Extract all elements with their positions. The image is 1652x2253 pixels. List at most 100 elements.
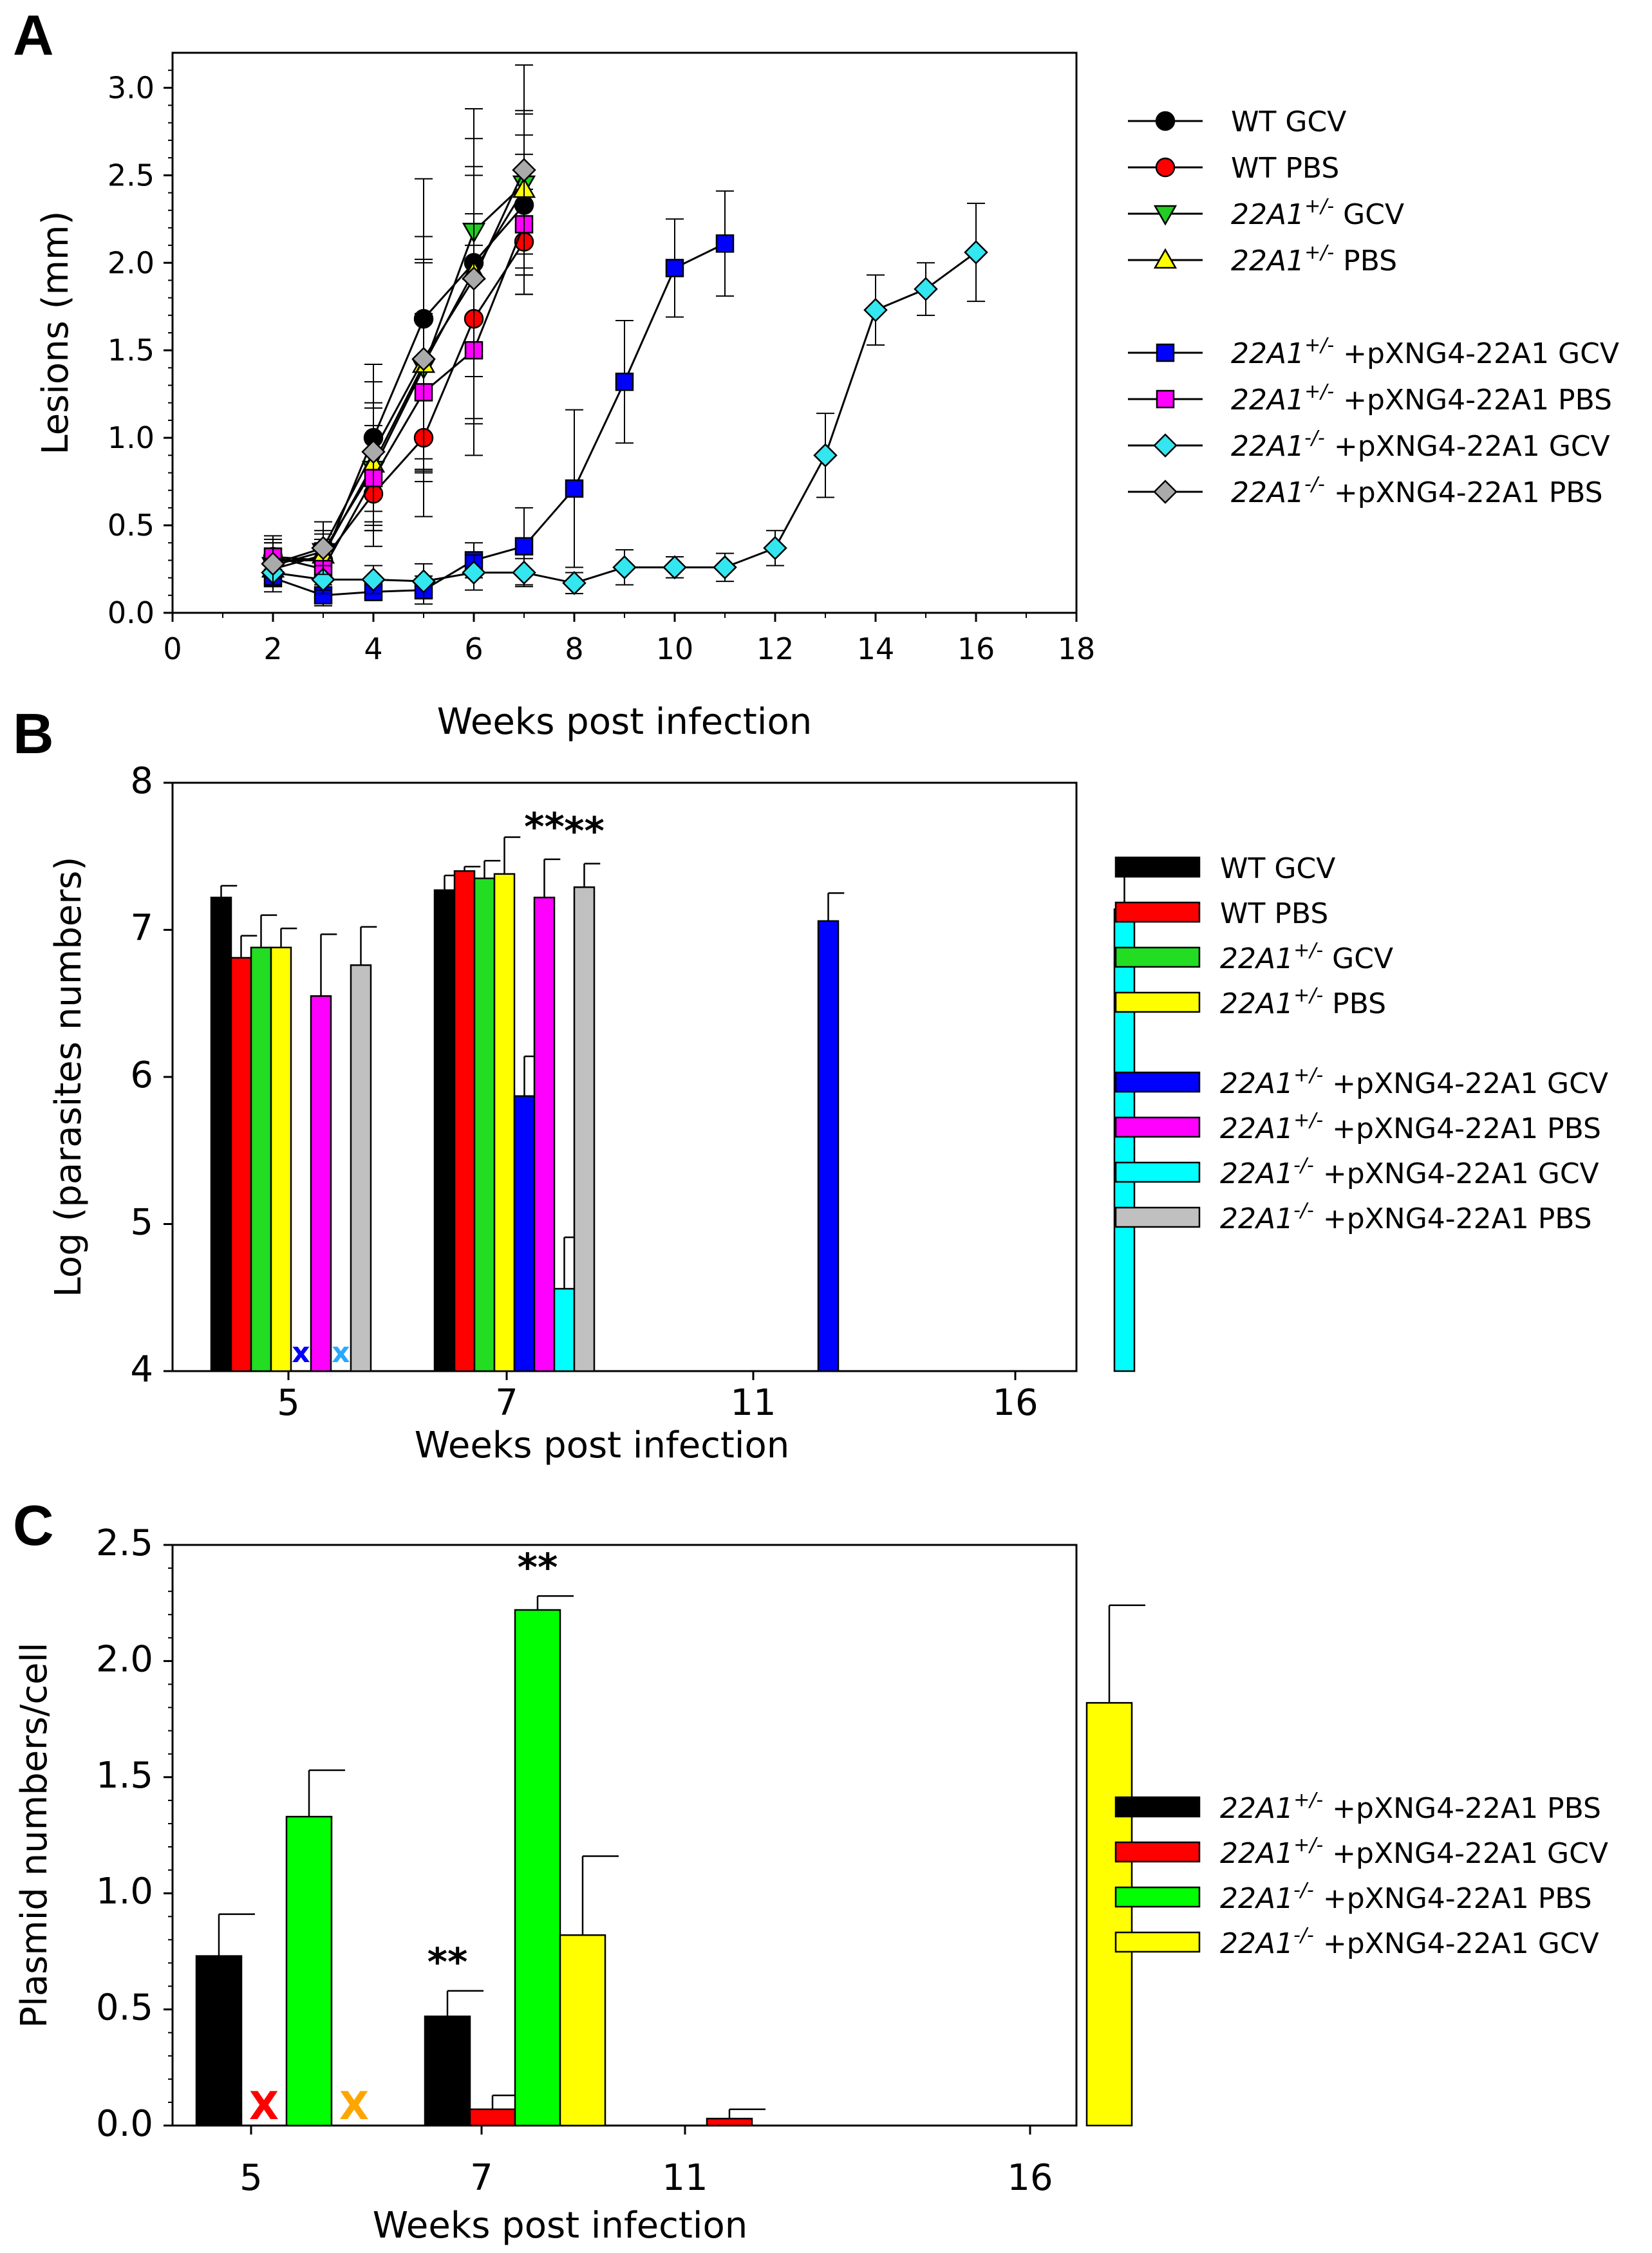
y-axis-title: Log (parasites numbers) <box>48 857 89 1298</box>
data-point-ko_pxng_pbs <box>462 266 486 291</box>
legend-swatch <box>1114 1071 1201 1093</box>
legend-gene-name: 22A1 <box>1231 476 1304 509</box>
legend-genotype-superscript: +/- <box>1293 1064 1323 1087</box>
bar-het_pbs <box>270 946 292 1372</box>
series-het_pbs <box>270 836 521 1372</box>
legend-genotype-superscript: +/- <box>1304 380 1334 403</box>
y-tick-label: 1.0 <box>108 420 155 455</box>
legend-treatment: PBS <box>1323 987 1386 1020</box>
x-category-label: 11 <box>730 1382 776 1424</box>
legend-item-ko_pxng_gcv: 22A1-/- +pXNG4-22A1 GCV <box>1114 1924 1599 1960</box>
series-line-het_pxng_gcv <box>272 242 726 597</box>
legend-item-het_pxng_gcv: 22A1+/- +pXNG4-22A1 GCV <box>1114 1064 1608 1100</box>
bar-het_pxng_gcv <box>469 2108 516 2127</box>
legend-item-het_pxng_gcv: 22A1+/- +pXNG4-22A1 GCV <box>1114 1834 1608 1870</box>
bar-het_pxng_pbs <box>310 995 332 1372</box>
legend-swatch <box>1114 1116 1201 1138</box>
significance-marker: ** <box>518 1545 558 1590</box>
legend-gene-name: 22A1 <box>1231 430 1304 463</box>
y-tick-label: 5 <box>130 1202 153 1244</box>
legend-gene-name: 22A1 <box>1220 1882 1293 1915</box>
significance-marker: ** <box>427 1940 468 1985</box>
bar-het_pbs <box>493 873 516 1372</box>
legend-genotype-superscript: -/- <box>1293 1879 1314 1902</box>
legend-gene-name: 22A1 <box>1220 1792 1293 1825</box>
legend-genotype-superscript: +/- <box>1304 334 1334 357</box>
legend-item-wt_gcv: WT GCV <box>1114 852 1335 885</box>
legend-label: 22A1+/- PBS <box>1220 984 1386 1020</box>
panel-label-b: B <box>13 702 54 765</box>
data-point-het_pxng_gcv <box>715 234 735 253</box>
y-axis-title: Lesions (mm) <box>35 211 77 455</box>
data-point-ko_pxng_gcv <box>512 560 536 585</box>
legend-swatch <box>1114 946 1201 968</box>
x-tick-label: 10 <box>656 631 694 666</box>
legend-gene-name: 22A1 <box>1231 384 1304 416</box>
legend-marker <box>1153 205 1178 226</box>
legend-gene-name: 22A1 <box>1220 987 1293 1020</box>
series-ko_pxng_pbs <box>261 64 536 586</box>
y-tick-label: 0.0 <box>96 2103 153 2145</box>
legend-item-ko_pxng_pbs: 22A1-/- +pXNG4-22A1 PBS <box>1114 1879 1592 1915</box>
x-tick-label: 8 <box>565 631 583 666</box>
legend-treatment: GCV <box>1334 198 1404 231</box>
legend-genotype-superscript: -/- <box>1293 1199 1314 1222</box>
legend-treatment: +pXNG4-22A1 PBS <box>1323 1792 1601 1825</box>
x-tick-label: 0 <box>163 631 182 666</box>
legend-genotype-superscript: +/- <box>1293 939 1323 962</box>
legend-treatment: WT PBS <box>1231 152 1339 185</box>
legend-treatment: WT GCV <box>1220 852 1335 885</box>
x-axis-title: Weeks post infection <box>373 2205 747 2247</box>
panel-label-c: C <box>13 1493 54 1557</box>
legend-swatch <box>1114 1161 1201 1183</box>
legend-swatch <box>1114 856 1201 878</box>
y-tick-label: 1.5 <box>108 333 155 368</box>
series-wt_gcv <box>210 874 461 1372</box>
legend-treatment: +pXNG4-22A1 GCV <box>1325 430 1610 463</box>
data-point-ko_pxng_gcv <box>411 569 436 594</box>
data-point-ko_pxng_gcv <box>662 555 687 580</box>
series-ko_pxng_pbs <box>285 1595 574 2127</box>
x-category-label: 5 <box>277 1382 300 1424</box>
legend-treatment: GCV <box>1323 942 1393 975</box>
data-point-ko_pxng_pbs <box>311 536 335 561</box>
legend-genotype-superscript: +/- <box>1304 241 1334 264</box>
data-point-ko_pxng_gcv <box>813 443 838 468</box>
x-category-label: 11 <box>662 2157 708 2199</box>
y-tick-label: 7 <box>130 908 153 949</box>
series-ko_pxng_gcv <box>559 1604 1145 2127</box>
panel-b-bar-chart: B 4 5 6 7 8 5 7 11 16 x x ** ** Weeks post infection Lo… <box>13 702 1608 1466</box>
legend-item-ko_pxng_gcv: 22A1-/- +pXNG4-22A1 GCV <box>1128 427 1610 463</box>
data-point-het_pxng_gcv <box>565 479 584 498</box>
y-tick-label: 6 <box>130 1054 153 1096</box>
data-point-ko_pxng_gcv <box>713 555 737 580</box>
legend-gene-name: 22A1 <box>1220 1927 1293 1960</box>
data-point-ko_pxng_pbs <box>512 158 536 182</box>
x-axis-title: Weeks post infection <box>415 1425 789 1466</box>
legend-label: 22A1+/- +pXNG4-22A1 GCV <box>1220 1064 1608 1100</box>
legend-label: WT GCV <box>1231 106 1346 138</box>
x-tick-label: 16 <box>957 631 995 666</box>
legend-item-het_pbs: 22A1+/- PBS <box>1114 984 1386 1020</box>
legend-item-ko_pxng_pbs: 22A1-/- +pXNG4-22A1 PBS <box>1128 473 1603 509</box>
x-tick-label: 14 <box>857 631 895 666</box>
y-tick-label: 4 <box>130 1349 153 1390</box>
data-point-ko_pxng_pbs <box>361 440 386 464</box>
panel-label-a: A <box>13 3 54 67</box>
legend-item-wt_pbs: WT PBS <box>1114 897 1328 930</box>
legend-item-ko_pxng_pbs: 22A1-/- +pXNG4-22A1 PBS <box>1114 1199 1592 1235</box>
legend-treatment: PBS <box>1334 245 1397 277</box>
y-tick-label: 1.0 <box>96 1871 153 1912</box>
legend-label: 22A1-/- +pXNG4-22A1 PBS <box>1220 1199 1592 1235</box>
x-tick-label: 6 <box>464 631 483 666</box>
legend-swatch <box>1114 1796 1201 1818</box>
legend-label: WT PBS <box>1231 152 1339 185</box>
panel-a-line-chart: A 0 2 4 6 8 10 12 14 16 18 0.0 0.5 1.0 1.5 2.0 2.5 3.0 Wee… <box>13 3 1619 743</box>
bar-wt_pbs <box>230 957 252 1372</box>
y-tick-label: 0.0 <box>108 595 155 630</box>
bar-wt_pbs <box>453 870 476 1372</box>
legend-gene-name: 22A1 <box>1220 1112 1293 1145</box>
y-tick-label: 2.5 <box>96 1522 153 1564</box>
series-wt_pbs <box>230 865 481 1372</box>
legend-label: WT PBS <box>1220 897 1328 930</box>
